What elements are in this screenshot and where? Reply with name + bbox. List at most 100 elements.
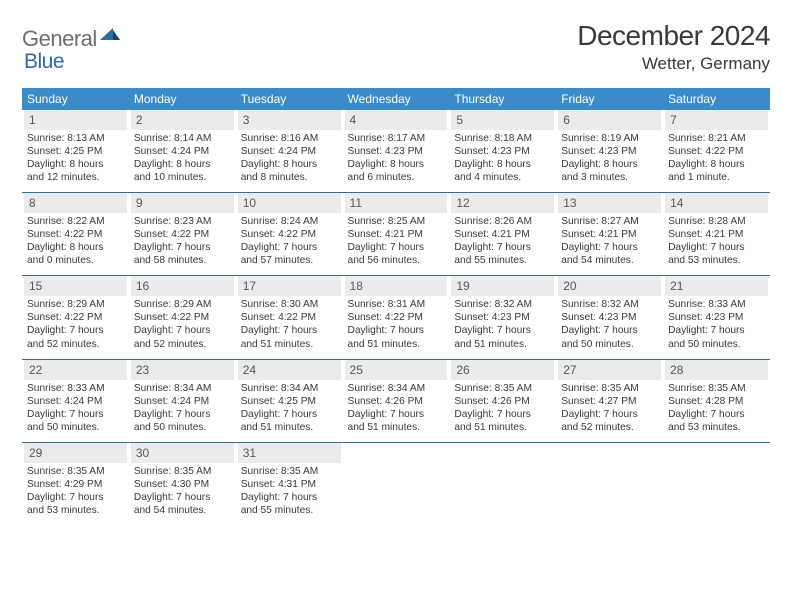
info-ss: Sunset: 4:25 PM bbox=[27, 145, 124, 158]
day-number: 6 bbox=[558, 110, 661, 130]
info-ss: Sunset: 4:27 PM bbox=[561, 395, 658, 408]
info-ss: Sunset: 4:24 PM bbox=[241, 145, 338, 158]
info-sr: Sunrise: 8:35 AM bbox=[454, 382, 551, 395]
day-cell: 25Sunrise: 8:34 AMSunset: 4:26 PMDayligh… bbox=[343, 359, 450, 442]
info-sr: Sunrise: 8:29 AM bbox=[134, 298, 231, 311]
info-d1: Daylight: 7 hours bbox=[27, 408, 124, 421]
info-d2: and 6 minutes. bbox=[348, 171, 445, 184]
info-sr: Sunrise: 8:34 AM bbox=[134, 382, 231, 395]
info-sr: Sunrise: 8:35 AM bbox=[134, 465, 231, 478]
day-number: 24 bbox=[238, 360, 341, 380]
day-cell: 26Sunrise: 8:35 AMSunset: 4:26 PMDayligh… bbox=[449, 359, 556, 442]
info-ss: Sunset: 4:23 PM bbox=[454, 145, 551, 158]
info-sr: Sunrise: 8:13 AM bbox=[27, 132, 124, 145]
info-sr: Sunrise: 8:16 AM bbox=[241, 132, 338, 145]
day-cell: 22 Sunrise: 8:33 AMSunset: 4:24 PMDayligh… bbox=[22, 359, 129, 442]
info-d2: and 55 minutes. bbox=[241, 504, 338, 517]
info-sr: Sunrise: 8:32 AM bbox=[561, 298, 658, 311]
info-ss: Sunset: 4:23 PM bbox=[348, 145, 445, 158]
info-sr: Sunrise: 8:23 AM bbox=[134, 215, 231, 228]
day-cell: 12Sunrise: 8:26 AMSunset: 4:21 PMDayligh… bbox=[449, 193, 556, 276]
day-cell: 1Sunrise: 8:13 AMSunset: 4:25 PMDaylight… bbox=[22, 110, 129, 193]
day-info: Sunrise: 8:22 AMSunset: 4:22 PMDaylight:… bbox=[24, 215, 127, 267]
info-ss: Sunset: 4:22 PM bbox=[668, 145, 765, 158]
day-cell: 15Sunrise: 8:29 AMSunset: 4:22 PMDayligh… bbox=[22, 276, 129, 359]
day-number: 23 bbox=[131, 360, 234, 380]
day-info: Sunrise: 8:35 AMSunset: 4:31 PMDaylight:… bbox=[238, 465, 341, 517]
day-info: Sunrise: 8:27 AMSunset: 4:21 PMDaylight:… bbox=[558, 215, 661, 267]
info-ss: Sunset: 4:31 PM bbox=[241, 478, 338, 491]
info-ss: Sunset: 4:23 PM bbox=[561, 311, 658, 324]
info-d2: and 1 minute. bbox=[668, 171, 765, 184]
day-number: 20 bbox=[558, 276, 661, 296]
day-cell: 9Sunrise: 8:23 AMSunset: 4:22 PMDaylight… bbox=[129, 193, 236, 276]
dayname-row: SundayMondayTuesdayWednesdayThursdayFrid… bbox=[22, 88, 770, 110]
day-cell: 10Sunrise: 8:24 AMSunset: 4:22 PMDayligh… bbox=[236, 193, 343, 276]
day-number: 21 bbox=[665, 276, 768, 296]
info-ss: Sunset: 4:28 PM bbox=[668, 395, 765, 408]
info-sr: Sunrise: 8:33 AM bbox=[27, 382, 124, 395]
day-info: Sunrise: 8:35 AMSunset: 4:30 PMDaylight:… bbox=[131, 465, 234, 517]
day-number: 22 bbox=[24, 360, 127, 380]
dayname-friday: Friday bbox=[556, 88, 663, 110]
info-d2: and 50 minutes. bbox=[561, 338, 658, 351]
info-ss: Sunset: 4:25 PM bbox=[241, 395, 338, 408]
day-info: Sunrise: 8:14 AMSunset: 4:24 PMDaylight:… bbox=[131, 132, 234, 184]
day-number: 29 bbox=[24, 443, 127, 463]
day-cell: 28Sunrise: 8:35 AMSunset: 4:28 PMDayligh… bbox=[663, 359, 770, 442]
empty-cell bbox=[449, 442, 556, 525]
day-info: Sunrise: 8:34 AMSunset: 4:25 PMDaylight:… bbox=[238, 382, 341, 434]
info-sr: Sunrise: 8:29 AM bbox=[27, 298, 124, 311]
logo-sub: Blue bbox=[24, 50, 64, 74]
day-info: Sunrise: 8:17 AMSunset: 4:23 PMDaylight:… bbox=[345, 132, 448, 184]
info-d1: Daylight: 7 hours bbox=[241, 241, 338, 254]
info-d1: Daylight: 7 hours bbox=[27, 324, 124, 337]
day-number: 30 bbox=[131, 443, 234, 463]
info-d1: Daylight: 7 hours bbox=[561, 324, 658, 337]
info-ss: Sunset: 4:22 PM bbox=[134, 228, 231, 241]
day-cell: 27Sunrise: 8:35 AMSunset: 4:27 PMDayligh… bbox=[556, 359, 663, 442]
day-cell: 17Sunrise: 8:30 AMSunset: 4:22 PMDayligh… bbox=[236, 276, 343, 359]
day-cell: 16Sunrise: 8:29 AMSunset: 4:22 PMDayligh… bbox=[129, 276, 236, 359]
day-cell: 6Sunrise: 8:19 AMSunset: 4:23 PMDaylight… bbox=[556, 110, 663, 193]
info-d1: Daylight: 7 hours bbox=[348, 324, 445, 337]
info-d2: and 51 minutes. bbox=[454, 338, 551, 351]
info-ss: Sunset: 4:22 PM bbox=[27, 311, 124, 324]
week-row: 29Sunrise: 8:35 AMSunset: 4:29 PMDayligh… bbox=[22, 442, 770, 525]
info-d1: Daylight: 8 hours bbox=[27, 241, 124, 254]
info-d1: Daylight: 7 hours bbox=[668, 241, 765, 254]
page-header: General December 2024 Wetter, Germany bbox=[22, 20, 770, 74]
info-sr: Sunrise: 8:22 AM bbox=[27, 215, 124, 228]
day-number: 14 bbox=[665, 193, 768, 213]
info-ss: Sunset: 4:22 PM bbox=[348, 311, 445, 324]
day-info: Sunrise: 8:25 AMSunset: 4:21 PMDaylight:… bbox=[345, 215, 448, 267]
info-sr: Sunrise: 8:35 AM bbox=[27, 465, 124, 478]
info-d1: Daylight: 7 hours bbox=[668, 324, 765, 337]
dayname-saturday: Saturday bbox=[663, 88, 770, 110]
day-number: 15 bbox=[24, 276, 127, 296]
info-sr: Sunrise: 8:35 AM bbox=[561, 382, 658, 395]
info-ss: Sunset: 4:21 PM bbox=[561, 228, 658, 241]
info-sr: Sunrise: 8:28 AM bbox=[668, 215, 765, 228]
info-d2: and 12 minutes. bbox=[27, 171, 124, 184]
info-ss: Sunset: 4:26 PM bbox=[454, 395, 551, 408]
info-ss: Sunset: 4:24 PM bbox=[27, 395, 124, 408]
info-d2: and 52 minutes. bbox=[561, 421, 658, 434]
info-d1: Daylight: 8 hours bbox=[561, 158, 658, 171]
info-d2: and 8 minutes. bbox=[241, 171, 338, 184]
day-cell: 19Sunrise: 8:32 AMSunset: 4:23 PMDayligh… bbox=[449, 276, 556, 359]
info-sr: Sunrise: 8:30 AM bbox=[241, 298, 338, 311]
info-d2: and 51 minutes. bbox=[241, 338, 338, 351]
info-d2: and 53 minutes. bbox=[668, 254, 765, 267]
info-d2: and 4 minutes. bbox=[454, 171, 551, 184]
day-cell: 31Sunrise: 8:35 AMSunset: 4:31 PMDayligh… bbox=[236, 442, 343, 525]
day-info: Sunrise: 8:29 AMSunset: 4:22 PMDaylight:… bbox=[24, 298, 127, 350]
info-d1: Daylight: 7 hours bbox=[561, 241, 658, 254]
info-sr: Sunrise: 8:17 AM bbox=[348, 132, 445, 145]
info-d2: and 50 minutes. bbox=[27, 421, 124, 434]
dayname-sunday: Sunday bbox=[22, 88, 129, 110]
info-d1: Daylight: 8 hours bbox=[27, 158, 124, 171]
info-d1: Daylight: 7 hours bbox=[27, 491, 124, 504]
location-label: Wetter, Germany bbox=[577, 54, 770, 74]
day-number: 16 bbox=[131, 276, 234, 296]
